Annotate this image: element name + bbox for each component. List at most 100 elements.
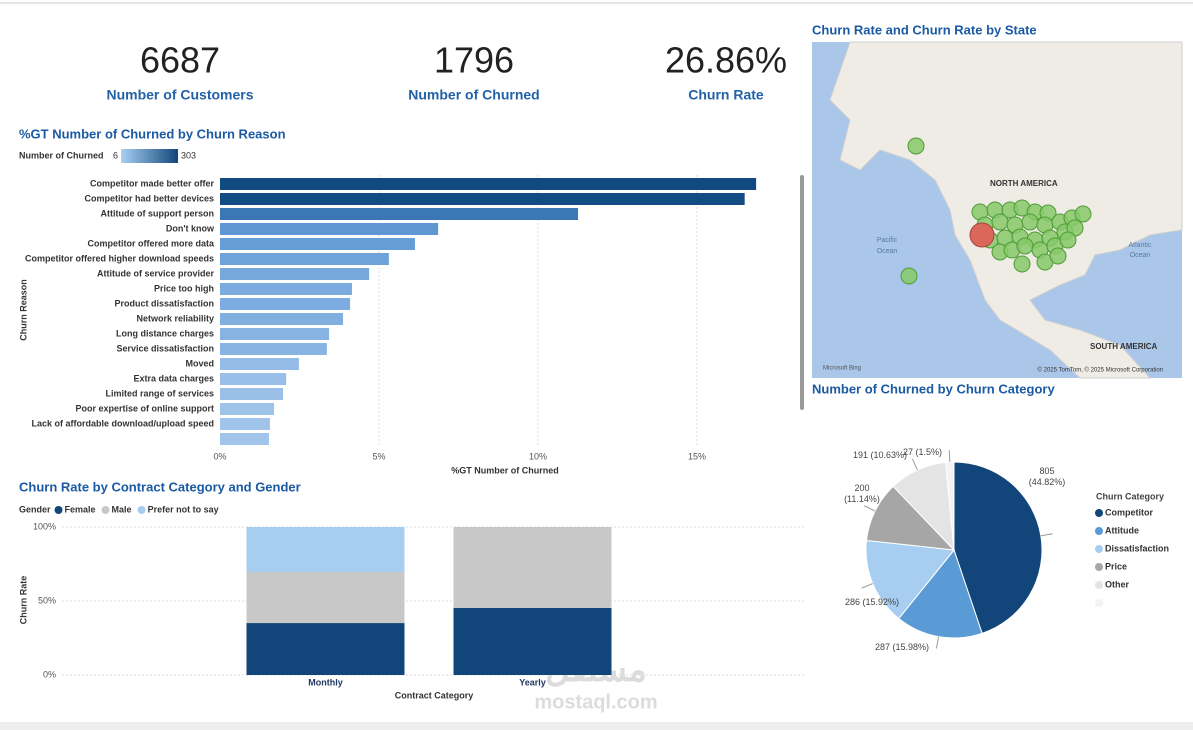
- leader-line: [1040, 533, 1053, 537]
- map-bubble: [1021, 213, 1039, 231]
- bar: [220, 388, 283, 400]
- legend-label: Prefer not to say: [148, 504, 219, 514]
- bar-segment: [246, 623, 405, 675]
- y-tick-label: Don't know: [166, 223, 215, 233]
- bar: [220, 418, 270, 430]
- x-tick-label: 10%: [529, 451, 547, 461]
- bar: [220, 268, 370, 280]
- y-tick-label: Competitor made better offer: [90, 178, 215, 188]
- map-label: Atlantic: [1129, 242, 1152, 249]
- legend-label: Competitor: [1105, 507, 1153, 517]
- map-bubble: [1013, 255, 1031, 273]
- bar: [220, 328, 330, 340]
- leader-line: [861, 583, 873, 589]
- legend-gradient: [121, 149, 178, 163]
- y-tick-label: 50%: [38, 595, 56, 605]
- map-label: Pacific: [877, 237, 898, 244]
- kpi-label: Churn Rate: [688, 87, 764, 103]
- bar-segment: [453, 607, 612, 675]
- leader-line: [935, 636, 940, 649]
- bar: [220, 223, 439, 235]
- bar: [220, 403, 275, 415]
- data-label: 200 (11.14%): [844, 483, 880, 504]
- y-axis-title: Churn Reason: [18, 279, 28, 341]
- legend-marker: [1095, 563, 1103, 571]
- y-tick-label: Competitor offered higher download speed…: [25, 253, 214, 263]
- y-tick-label: 100%: [33, 521, 56, 531]
- map-title: Churn Rate and Churn Rate by State: [812, 22, 1037, 37]
- legend-min: 6: [113, 150, 118, 160]
- y-tick-label: Service dissatisfaction: [116, 343, 214, 353]
- bar-segment: [246, 527, 405, 572]
- map-bubble: [1049, 247, 1067, 265]
- legend-title: Gender: [19, 504, 51, 514]
- x-tick-label: 0%: [213, 451, 226, 461]
- x-tick-label: 15%: [688, 451, 706, 461]
- kpi-value: 26.86%: [665, 40, 787, 81]
- bar-segment: [246, 571, 405, 624]
- y-tick-label: Competitor offered more data: [87, 238, 215, 248]
- legend-marker: [101, 506, 110, 514]
- legend-label: Price: [1105, 561, 1127, 571]
- y-tick-label: Poor expertise of online support: [75, 403, 214, 413]
- y-axis-title: Churn Rate: [18, 576, 28, 625]
- x-axis-title: %GT Number of Churned: [451, 465, 559, 475]
- map-bubble: [969, 222, 995, 248]
- chart-title: Number of Churned by Churn Category: [812, 381, 1055, 396]
- leader-line: [948, 450, 951, 463]
- x-tick-label: Yearly: [519, 677, 546, 687]
- legend-marker: [1095, 599, 1103, 607]
- bar: [220, 433, 269, 445]
- map-label: NORTH AMERICA: [990, 179, 1058, 188]
- y-tick-label: Competitor had better devices: [84, 193, 214, 203]
- y-tick-label: Long distance charges: [116, 328, 214, 338]
- data-label: 286 (15.92%): [844, 597, 900, 607]
- bar: [220, 208, 579, 220]
- chart-title: Churn Rate by Contract Category and Gend…: [19, 479, 301, 494]
- scrollbar: [800, 175, 804, 410]
- legend-title: Number of Churned: [19, 150, 104, 160]
- map-label: Ocean: [1130, 252, 1151, 259]
- bar: [220, 193, 745, 205]
- y-tick-label: Limited range of services: [105, 388, 214, 398]
- leader-line: [864, 505, 876, 512]
- legend-title: Churn Category: [1096, 491, 1164, 501]
- bar: [220, 373, 287, 385]
- bar: [220, 343, 327, 355]
- map-label: SOUTH AMERICA: [1090, 342, 1157, 351]
- x-tick-label: 5%: [372, 451, 385, 461]
- legend-label: Other: [1105, 579, 1130, 589]
- chart-title: %GT Number of Churned by Churn Reason: [19, 126, 286, 141]
- legend-marker: [137, 506, 146, 514]
- y-tick-label: Attitude of support person: [101, 208, 215, 218]
- y-tick-label: Moved: [185, 358, 214, 368]
- legend-marker: [1095, 509, 1103, 517]
- pie-slice: [953, 461, 1043, 635]
- leader-line: [911, 458, 918, 471]
- y-tick-label: Extra data charges: [133, 373, 214, 383]
- map-bubble: [1074, 205, 1092, 223]
- map-bubble: [991, 213, 1009, 231]
- watermark: mostaql.com: [534, 691, 657, 713]
- bar: [220, 283, 352, 295]
- y-tick-label: Lack of affordable download/upload speed: [31, 418, 214, 428]
- legend-label: Male: [112, 504, 132, 514]
- bar: [220, 238, 415, 250]
- bottom-bar: [0, 722, 1193, 730]
- bar: [220, 178, 757, 190]
- data-label: 287 (15.98%): [874, 642, 930, 652]
- kpi-label: Number of Churned: [408, 87, 539, 103]
- y-tick-label: Price too high: [154, 283, 214, 293]
- legend-marker: [54, 506, 63, 514]
- legend-marker: [1095, 545, 1103, 553]
- y-tick-label: Attitude of service provider: [97, 268, 215, 278]
- legend-marker: [1095, 581, 1103, 589]
- map-brand: Microsoft Bing: [823, 366, 861, 372]
- map-bubble: [1016, 237, 1034, 255]
- data-label: 805 (44.82%): [1028, 466, 1066, 487]
- legend-label: Dissatisfaction: [1105, 543, 1169, 553]
- bar: [220, 358, 299, 370]
- map-bubbles: [900, 137, 1092, 285]
